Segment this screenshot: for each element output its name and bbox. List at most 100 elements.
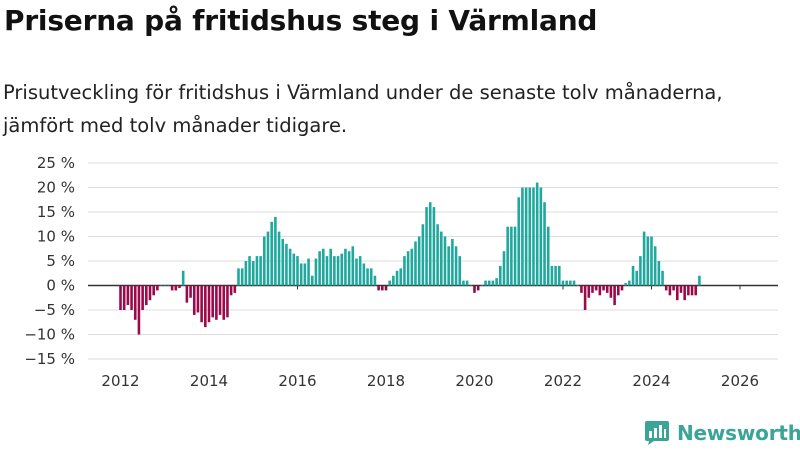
bar: [369, 268, 373, 286]
bar: [532, 187, 535, 286]
bar: [506, 226, 509, 286]
bar: [333, 256, 336, 286]
bar: [510, 226, 513, 286]
bar: [569, 280, 572, 286]
bar: [480, 285, 484, 286]
bar: [237, 268, 240, 286]
bar: [698, 275, 701, 286]
bar: [491, 280, 495, 286]
bar: [167, 285, 170, 286]
x-tick-label: 2026: [721, 372, 759, 390]
bar: [174, 285, 178, 291]
bar: [366, 268, 369, 286]
bar: [377, 285, 380, 291]
bar: [329, 248, 332, 286]
x-tick-label: 2016: [278, 372, 316, 390]
bar: [148, 285, 152, 301]
bar: [476, 285, 480, 291]
bar: [609, 285, 613, 298]
bar: [635, 270, 639, 286]
bar: [362, 263, 366, 286]
bar: [159, 285, 163, 286]
bar: [192, 285, 196, 315]
bar: [676, 285, 679, 301]
newsworthy-logo-icon: [645, 421, 669, 445]
y-tick-label: 5 %: [46, 252, 75, 270]
bar: [587, 285, 591, 298]
bar: [650, 236, 653, 286]
bar: [414, 241, 417, 286]
bar: [222, 285, 226, 320]
bar: [642, 231, 646, 286]
bar: [251, 261, 255, 286]
bar: [576, 285, 580, 286]
bar: [664, 285, 668, 291]
bar: [156, 285, 159, 291]
bar: [189, 285, 192, 298]
y-axis-ticks: −15 % −10 % −5 % 0 % 5 % 10 % 15 % 20 % 25 %: [24, 154, 75, 368]
brand-name: Newsworthy: [677, 421, 800, 445]
bar: [465, 280, 469, 286]
y-tick-label: −10 %: [24, 326, 75, 344]
bar: [344, 248, 347, 286]
bar: [572, 280, 576, 286]
bar: [285, 243, 288, 286]
bar: [443, 236, 447, 286]
bar: [624, 283, 627, 286]
chart-subtitle: Prisutveckling för fritidshus i Värmland…: [3, 81, 723, 137]
bar: [296, 256, 299, 286]
bar: [200, 285, 203, 323]
bar: [207, 285, 211, 323]
bar: [292, 253, 296, 286]
newsworthy-logo: Newsworthy: [644, 418, 800, 448]
chart-title: Priserna på fritidshus steg i Värmland: [4, 4, 598, 37]
bar: [432, 207, 436, 286]
bar: [653, 246, 657, 286]
bar: [447, 246, 450, 286]
bar: [266, 231, 270, 286]
bar: [539, 187, 543, 286]
bar: [322, 248, 325, 286]
bar: [454, 246, 458, 286]
bar: [351, 246, 355, 286]
bar: [620, 285, 624, 291]
bar: [358, 256, 362, 286]
bar: [690, 285, 694, 296]
bar: [229, 285, 233, 296]
bar: [561, 280, 565, 286]
bar: [425, 207, 428, 286]
bar: [598, 285, 602, 296]
bar: [310, 275, 314, 286]
bar: [484, 280, 487, 286]
bar: [133, 285, 137, 320]
bar: [428, 202, 432, 286]
x-tick-label: 2022: [544, 372, 582, 390]
bar: [340, 253, 344, 286]
y-tick-label: 0 %: [46, 277, 75, 295]
y-tick-label: −5 %: [34, 301, 75, 319]
bar: [543, 202, 546, 286]
bar: [255, 256, 259, 286]
bar: [274, 216, 277, 286]
bar: [185, 285, 189, 303]
bar: [145, 285, 148, 306]
bar: [406, 251, 410, 286]
bar: [152, 285, 155, 296]
bar: [462, 280, 465, 286]
bar: [683, 285, 686, 301]
bar: [392, 275, 395, 286]
y-tick-label: 25 %: [37, 154, 75, 172]
bar: [558, 265, 561, 286]
bar: [299, 263, 303, 286]
bar: [204, 285, 207, 328]
bar: [355, 258, 358, 286]
bar: [436, 224, 439, 286]
bar: [277, 231, 281, 286]
y-tick-label: 20 %: [37, 179, 75, 197]
bar: [417, 236, 421, 286]
bar: [381, 285, 384, 291]
bar: [226, 285, 229, 318]
bar: [517, 197, 521, 286]
bar: [270, 221, 273, 286]
bar: [244, 261, 248, 286]
